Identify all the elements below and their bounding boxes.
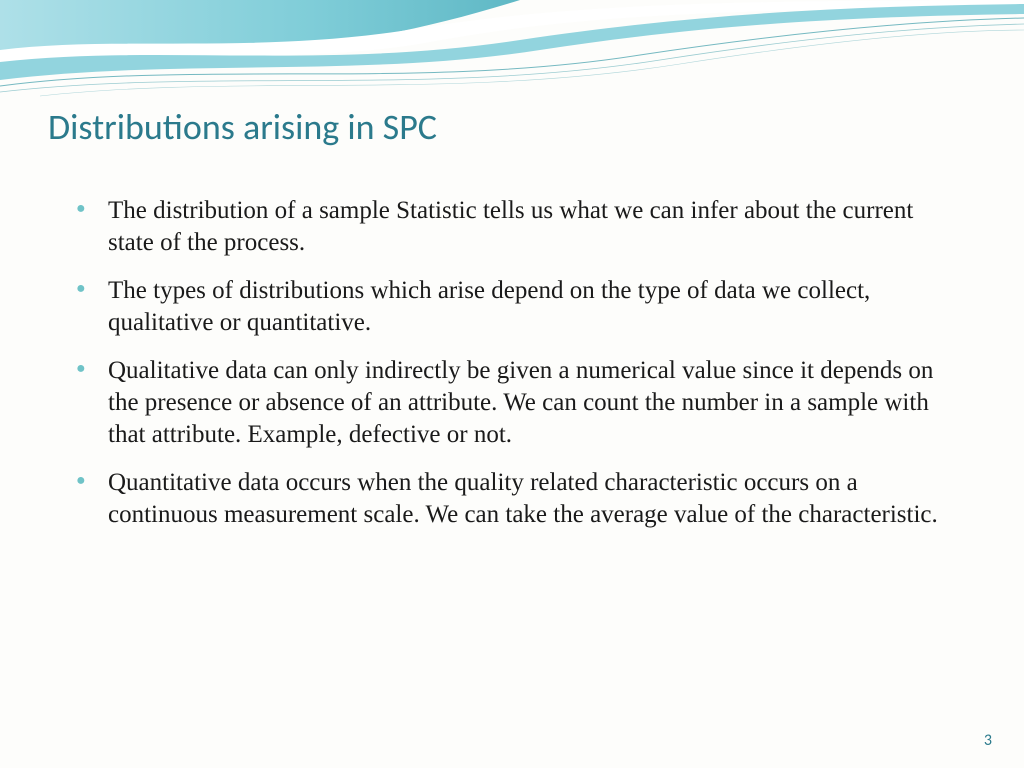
page-number: 3 — [984, 731, 992, 750]
bullet-item: The types of distributions which arise d… — [72, 275, 952, 339]
bullet-item: Qualitative data can only indirectly be … — [72, 355, 952, 451]
bullet-item: The distribution of a sample Statistic t… — [72, 195, 952, 259]
wave-decoration — [0, 0, 1024, 120]
slide-title: Distributions arising in SPC — [48, 105, 437, 149]
bullet-list: The distribution of a sample Statistic t… — [72, 195, 952, 547]
bullet-item: Quantitative data occurs when the qualit… — [72, 467, 952, 531]
